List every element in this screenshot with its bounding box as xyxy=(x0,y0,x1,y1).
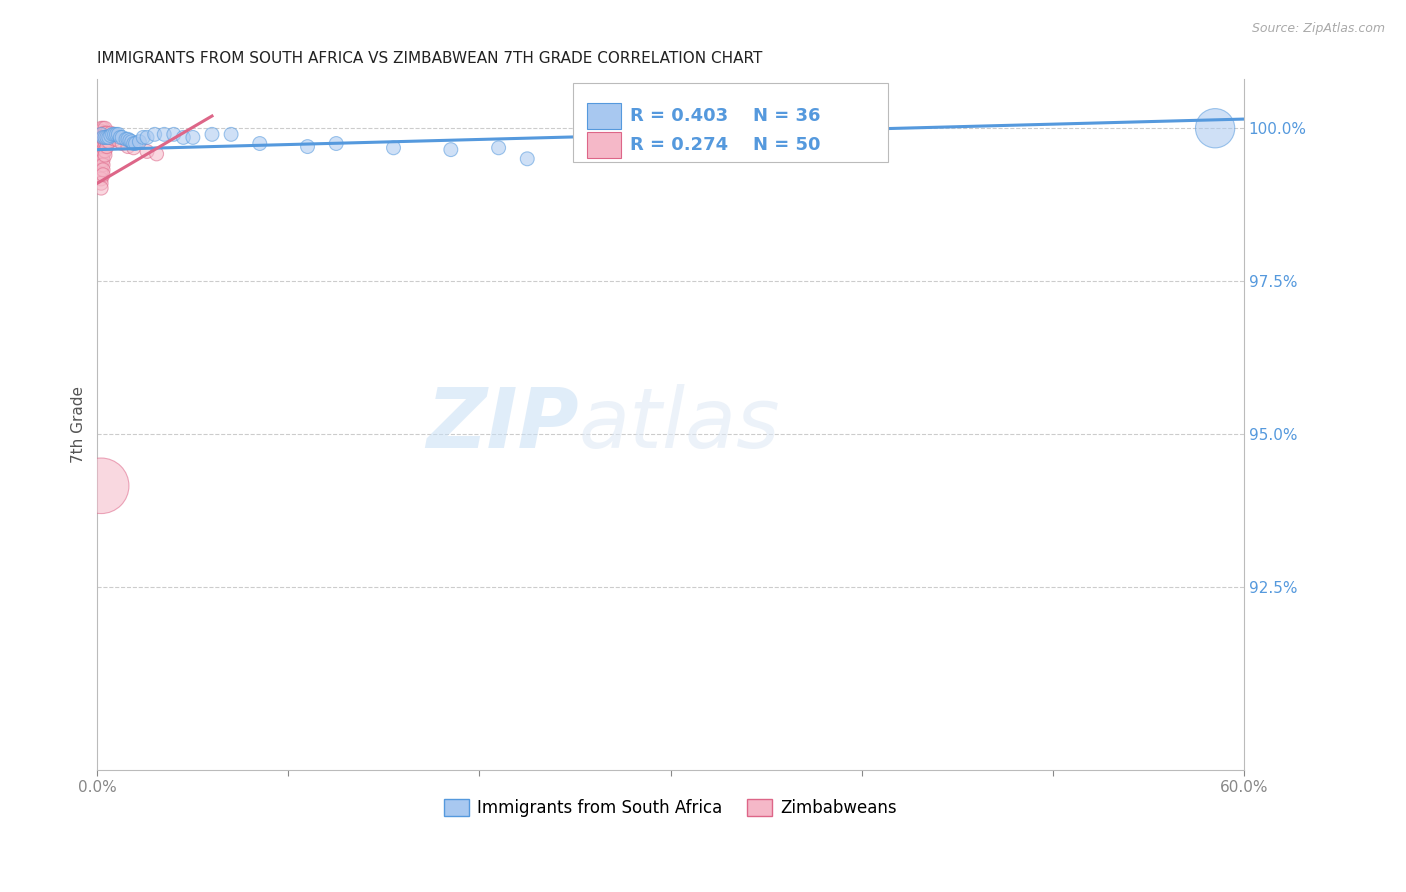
FancyBboxPatch shape xyxy=(586,103,621,129)
Point xyxy=(91,144,114,158)
Point xyxy=(97,130,120,145)
Point xyxy=(100,130,122,145)
Point xyxy=(97,135,120,149)
Point xyxy=(94,139,117,153)
Point xyxy=(90,158,112,172)
Point xyxy=(90,133,112,147)
Point xyxy=(117,132,139,146)
Point xyxy=(100,126,122,140)
Point xyxy=(96,135,118,149)
Point xyxy=(145,147,167,161)
Point xyxy=(1204,121,1226,136)
Point xyxy=(94,148,117,162)
Point xyxy=(90,145,112,159)
Point xyxy=(382,141,405,155)
Legend: Immigrants from South Africa, Zimbabweans: Immigrants from South Africa, Zimbabwean… xyxy=(437,792,904,824)
Point xyxy=(297,139,319,153)
Point xyxy=(96,130,118,145)
Point xyxy=(143,128,166,142)
Text: N = 36: N = 36 xyxy=(754,107,821,125)
Point xyxy=(107,133,129,147)
Point xyxy=(100,128,122,143)
Point xyxy=(91,126,114,140)
Point xyxy=(488,141,510,155)
Point xyxy=(90,128,112,142)
Point xyxy=(219,128,242,142)
Point xyxy=(96,139,118,153)
Point xyxy=(91,168,114,182)
Point xyxy=(325,136,347,151)
Text: IMMIGRANTS FROM SOUTH AFRICA VS ZIMBABWEAN 7TH GRADE CORRELATION CHART: IMMIGRANTS FROM SOUTH AFRICA VS ZIMBABWE… xyxy=(97,51,762,66)
Point xyxy=(94,126,117,140)
Point xyxy=(91,130,114,145)
Point xyxy=(121,135,143,149)
Point xyxy=(163,128,186,142)
Point xyxy=(124,136,146,151)
Point xyxy=(96,130,118,145)
Y-axis label: 7th Grade: 7th Grade xyxy=(72,386,86,463)
Text: N = 50: N = 50 xyxy=(754,136,821,153)
Point xyxy=(132,130,155,145)
Point xyxy=(91,148,114,162)
Point xyxy=(105,128,128,142)
Point xyxy=(136,130,159,145)
Point xyxy=(90,128,112,142)
Point xyxy=(91,158,114,172)
Point xyxy=(90,149,112,163)
Point xyxy=(90,167,112,181)
Text: ZIP: ZIP xyxy=(426,384,579,465)
Point xyxy=(516,152,538,166)
Point xyxy=(122,141,145,155)
Point xyxy=(90,162,112,177)
Point xyxy=(90,479,112,493)
Point xyxy=(91,130,114,145)
Point xyxy=(91,139,114,153)
Point xyxy=(90,153,112,167)
Point xyxy=(90,176,112,190)
Point xyxy=(91,121,114,136)
Point xyxy=(96,126,118,140)
Point xyxy=(153,128,176,142)
Point xyxy=(181,130,204,145)
Text: Source: ZipAtlas.com: Source: ZipAtlas.com xyxy=(1251,22,1385,36)
Point xyxy=(101,128,124,142)
Point xyxy=(94,135,117,149)
Point xyxy=(172,130,194,145)
Point xyxy=(90,130,112,145)
Point xyxy=(249,136,271,151)
Point xyxy=(91,135,114,149)
Point xyxy=(90,172,112,186)
FancyBboxPatch shape xyxy=(586,132,621,158)
Point xyxy=(201,128,224,142)
Point xyxy=(94,144,117,158)
Text: R = 0.274: R = 0.274 xyxy=(630,136,728,153)
FancyBboxPatch shape xyxy=(574,83,889,162)
Text: atlas: atlas xyxy=(579,384,780,465)
Point xyxy=(107,128,129,142)
Point xyxy=(136,145,159,159)
Point xyxy=(118,133,141,147)
Point xyxy=(90,121,112,136)
Point xyxy=(128,135,150,149)
Point xyxy=(90,124,112,138)
Point xyxy=(115,132,138,146)
Point xyxy=(94,130,117,145)
Point xyxy=(111,136,134,151)
Point xyxy=(90,136,112,151)
Point xyxy=(117,139,139,153)
Point xyxy=(90,141,112,155)
Point xyxy=(103,128,125,142)
Text: R = 0.403: R = 0.403 xyxy=(630,107,728,125)
Point xyxy=(122,136,145,151)
Point xyxy=(91,153,114,167)
Point xyxy=(91,162,114,177)
Point xyxy=(103,132,125,146)
Point xyxy=(440,143,463,157)
Point xyxy=(94,121,117,136)
Point xyxy=(97,130,120,145)
Point xyxy=(94,130,117,145)
Point xyxy=(111,130,134,145)
Point xyxy=(90,181,112,195)
Point xyxy=(110,130,132,145)
